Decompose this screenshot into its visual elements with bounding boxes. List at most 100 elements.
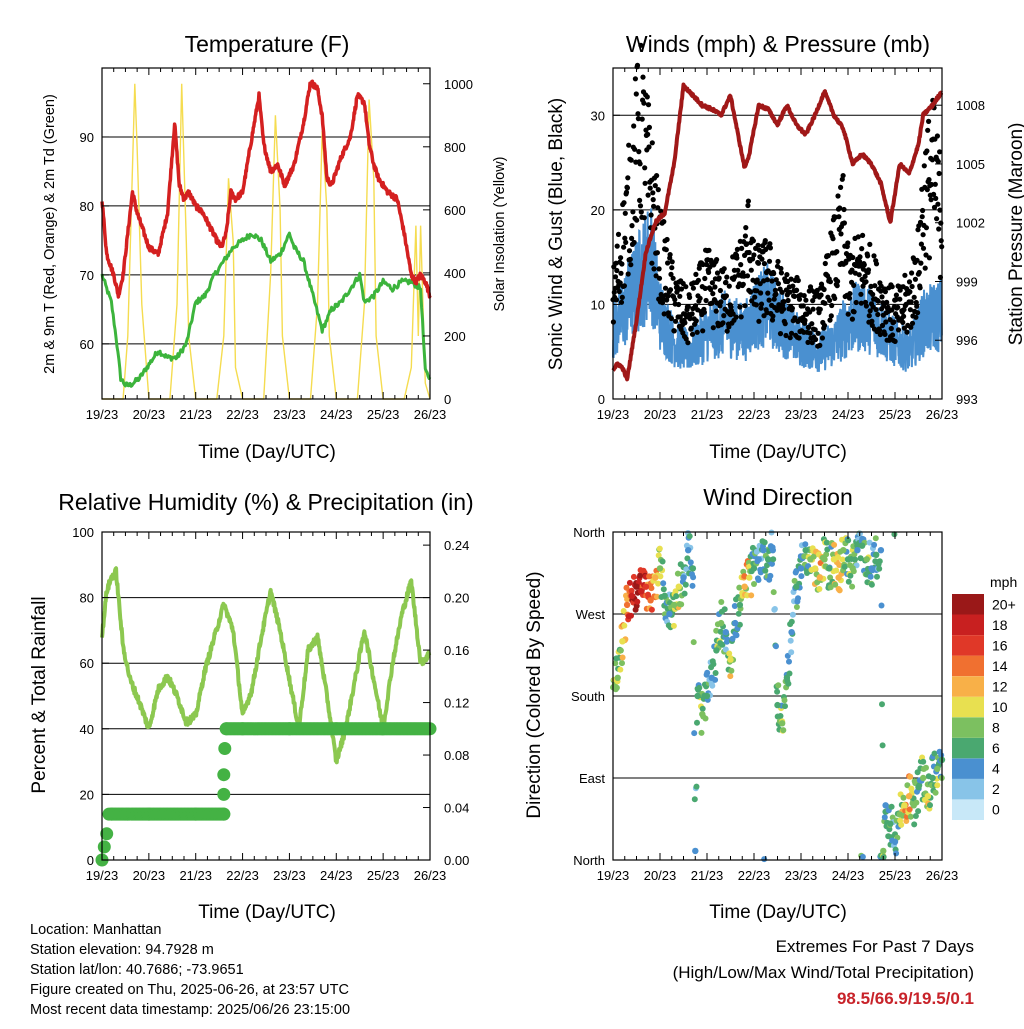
gust-point <box>901 313 907 319</box>
gust-point <box>735 267 741 273</box>
direction-point <box>896 811 903 818</box>
gust-point <box>928 197 934 203</box>
gust-point <box>718 299 724 305</box>
gust-point <box>770 313 776 319</box>
gust-point <box>634 217 640 223</box>
x-tick-label: 25/23 <box>367 868 400 883</box>
x-tick-label: 24/23 <box>320 868 353 883</box>
gust-point <box>877 331 883 338</box>
direction-point <box>617 647 624 654</box>
gust-point <box>775 281 782 287</box>
gust-point <box>915 310 921 316</box>
direction-point <box>876 558 883 565</box>
gust-point <box>773 291 779 297</box>
direction-point <box>680 574 687 581</box>
gust-point <box>835 278 841 284</box>
direction-point <box>660 586 667 593</box>
gust-point <box>756 318 762 324</box>
gust-point <box>906 279 913 285</box>
direction-point <box>666 610 673 618</box>
direction-point <box>619 638 626 645</box>
y2-tick-label: 0.24 <box>444 538 469 553</box>
y2-tick-label: 999 <box>956 274 978 289</box>
temperature-panel: Temperature (F) 2m & 9m T (Red, Orange) … <box>42 31 508 463</box>
gust-point <box>634 62 641 68</box>
gust-point <box>825 253 831 259</box>
gust-point <box>631 239 637 246</box>
gust-point <box>752 294 758 300</box>
gust-point <box>690 285 697 291</box>
direction-xlabel: Time (Day/UTC) <box>709 902 847 923</box>
gust-point <box>724 274 730 280</box>
gust-point <box>913 299 919 306</box>
gust-point <box>695 277 702 283</box>
gust-point <box>687 294 693 300</box>
x-tick-label: 26/23 <box>414 868 447 883</box>
direction-point <box>858 542 866 549</box>
gust-point <box>812 327 818 333</box>
direction-point <box>775 682 782 689</box>
direction-point <box>681 590 688 597</box>
gust-point <box>918 241 925 247</box>
gust-point <box>784 272 790 278</box>
direction-point <box>788 629 795 636</box>
gust-point <box>866 313 872 319</box>
gust-point <box>935 201 941 207</box>
colorbar-level-label: 4 <box>992 761 1000 777</box>
gust-point <box>762 238 768 244</box>
direction-point <box>845 537 852 544</box>
gust-point <box>638 209 644 215</box>
gust-point <box>860 232 866 238</box>
temperature-line <box>100 79 432 299</box>
direction-point <box>661 592 668 599</box>
dewpoint-line <box>100 231 432 388</box>
direction-point <box>657 573 664 580</box>
gust-point <box>685 304 691 310</box>
gust-point <box>873 261 880 267</box>
gust-point <box>929 157 936 163</box>
gust-point <box>809 321 815 327</box>
speed-colorbar: mph 0 2 4 6 8 10 12 14 16 18 20+ <box>952 574 1017 820</box>
gust-point <box>739 245 745 251</box>
gust-point <box>740 281 746 287</box>
gust-point <box>867 308 873 314</box>
gust-point <box>867 241 873 247</box>
gust-point <box>743 225 749 231</box>
gust-point <box>641 100 647 106</box>
gust-point <box>908 299 914 305</box>
direction-point <box>777 713 784 719</box>
x-tick-label: 22/23 <box>226 407 259 422</box>
gust-point <box>876 327 883 333</box>
direction-point <box>673 593 680 600</box>
direction-point <box>728 667 735 674</box>
direction-point <box>710 661 717 668</box>
direction-point <box>628 587 635 594</box>
direction-point <box>882 802 889 809</box>
gust-point <box>873 307 879 313</box>
gust-point <box>827 297 833 303</box>
gust-point <box>637 203 644 209</box>
gust-point <box>627 256 633 262</box>
direction-point <box>863 556 870 563</box>
gust-point <box>720 320 726 326</box>
direction-point <box>674 570 681 577</box>
humidity-title: Relative Humidity (%) & Precipitation (i… <box>58 489 473 515</box>
direction-point <box>655 580 662 587</box>
gust-point <box>796 296 803 302</box>
gust-point <box>673 318 679 324</box>
gust-point <box>847 291 853 297</box>
gust-point <box>891 319 897 325</box>
gust-point <box>780 306 787 312</box>
gust-point <box>693 318 699 324</box>
gust-point <box>935 159 941 165</box>
gust-point <box>651 203 657 209</box>
y2-tick-label: 0.00 <box>444 853 469 868</box>
direction-point <box>729 635 736 642</box>
direction-point <box>620 608 627 614</box>
y2-tick-label: 0.20 <box>444 591 469 606</box>
gust-point <box>907 307 914 313</box>
direction-point <box>816 586 823 592</box>
gust-point <box>934 216 940 222</box>
gust-point <box>882 289 889 295</box>
direction-point <box>786 658 792 665</box>
